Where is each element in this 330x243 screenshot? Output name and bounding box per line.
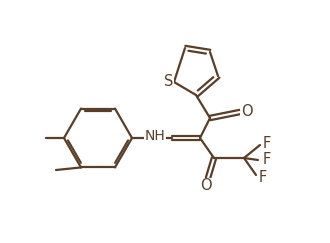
Text: F: F bbox=[263, 136, 271, 150]
Text: S: S bbox=[164, 75, 174, 89]
Text: O: O bbox=[241, 104, 253, 120]
Text: F: F bbox=[263, 153, 271, 167]
Text: O: O bbox=[200, 179, 212, 193]
Text: F: F bbox=[259, 170, 267, 184]
Text: NH: NH bbox=[145, 129, 165, 143]
